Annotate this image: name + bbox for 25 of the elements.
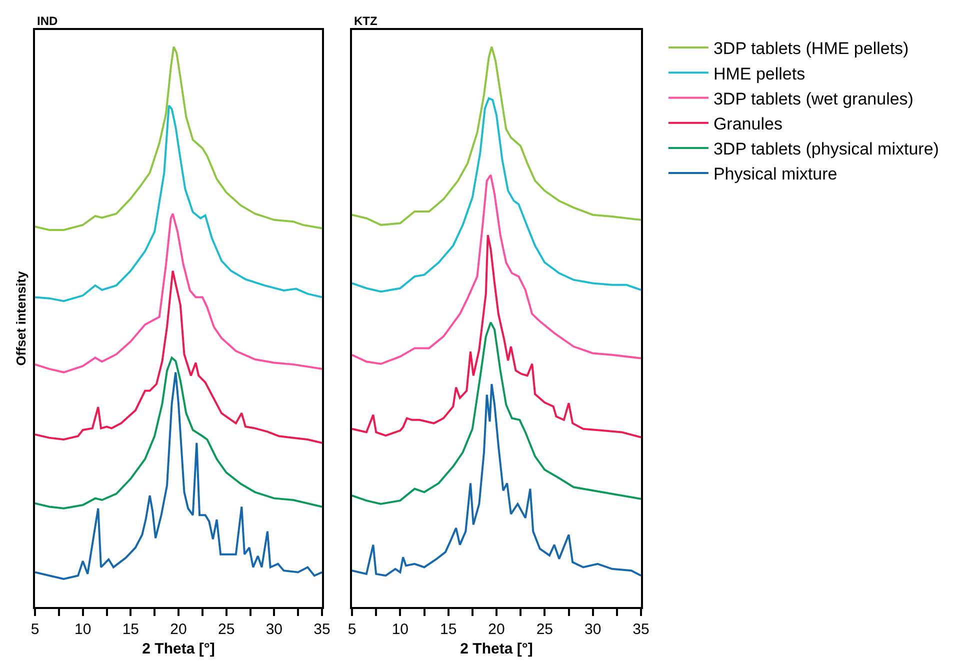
x-tick-label: 25 [536, 621, 554, 638]
x-tick-label: 35 [314, 621, 330, 638]
legend-label: Granules [713, 114, 782, 134]
legend-label: 3DP tablets (physical mixture) [713, 140, 939, 159]
x-tick-label: 10 [74, 621, 92, 638]
x-tick-label: 30 [584, 621, 602, 638]
x-tick-label: 20 [488, 621, 505, 638]
chart-title: IND [37, 14, 58, 28]
legend-label: HME pellets [713, 64, 806, 84]
y-axis-title: Offset intensity [13, 270, 28, 366]
x-tick-label: 10 [392, 621, 409, 638]
x-tick-label: 35 [632, 621, 650, 638]
legend-label: 3DP tablets (wet granules) [713, 89, 914, 108]
x-tick-label: 5 [348, 621, 356, 638]
x-tick-label: 30 [266, 621, 283, 638]
chart-title: KTZ [354, 14, 378, 28]
legend-label: Physical mixture [713, 164, 838, 184]
x-axis-title: 2 Theta [°] [460, 640, 533, 658]
x-tick-label: 25 [218, 621, 235, 638]
x-tick-label: 15 [122, 621, 140, 638]
x-tick-label: 20 [170, 621, 187, 638]
x-tick-label: 5 [30, 621, 40, 638]
x-axis-title: 2 Theta [°] [142, 640, 215, 658]
x-tick-label: 15 [440, 621, 457, 638]
legend-label: 3DP tablets (HME pellets) [713, 39, 909, 58]
